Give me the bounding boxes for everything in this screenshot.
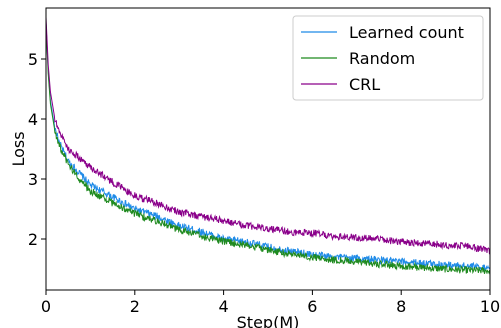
x-axis: 0 2 4 6 8 10 [41,290,500,316]
plot-area [46,16,490,275]
x-tick-label: 8 [396,297,406,316]
x-tick-label: 0 [41,297,51,316]
x-tick-label: 2 [130,297,140,316]
y-axis-label: Loss [9,131,28,166]
x-tick-label: 4 [219,297,229,316]
y-tick-label: 5 [28,50,38,69]
legend: Learned count Random CRL [292,15,484,101]
x-tick-label: 10 [480,297,500,316]
x-tick-label: 6 [307,297,317,316]
y-axis: 2 3 4 5 [28,50,46,249]
series-line-random [46,22,490,275]
series-line-learned-count [46,22,490,272]
legend-label: CRL [349,75,380,94]
series-line-crl [46,16,490,255]
y-tick-label: 2 [28,230,38,249]
legend-box [292,15,484,101]
legend-label: Random [349,49,415,68]
x-axis-label: Step(M) [237,313,300,328]
y-tick-label: 4 [28,110,38,129]
y-tick-label: 3 [28,170,38,189]
plot-frame [45,7,491,291]
legend-label: Learned count [349,23,464,42]
